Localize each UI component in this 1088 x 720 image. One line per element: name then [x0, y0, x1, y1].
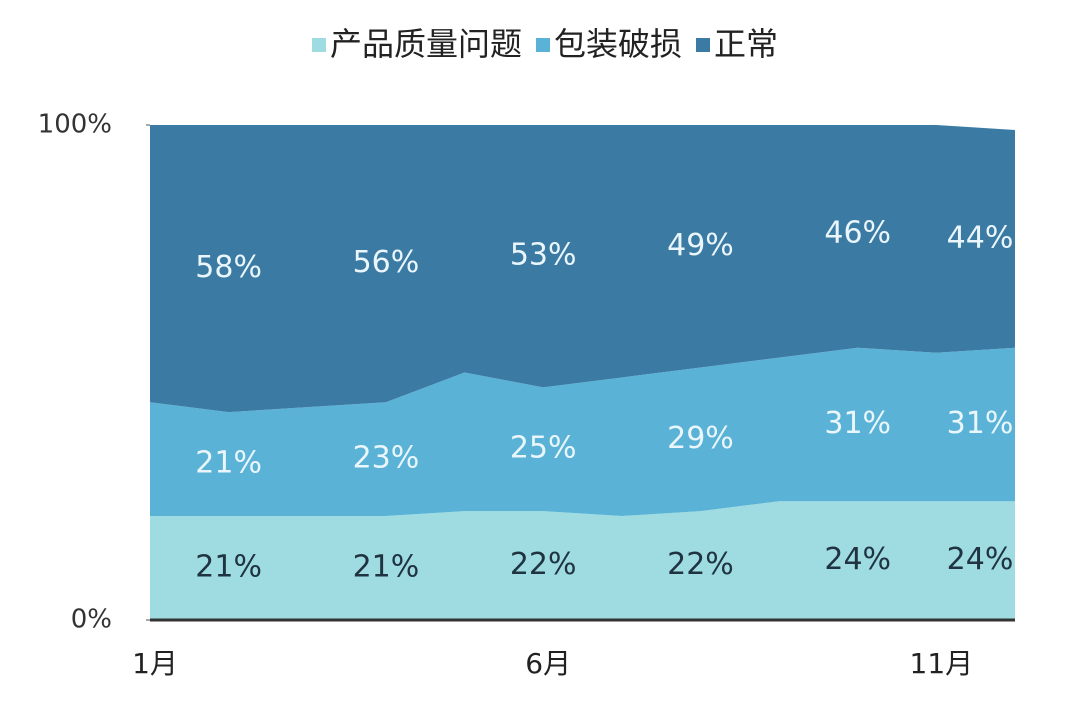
legend-swatch [311, 38, 326, 52]
data-label: 22% [667, 547, 734, 582]
data-label: 46% [824, 215, 891, 250]
legend-item: 包装破损 [535, 25, 682, 63]
legend-item: 产品质量问题 [311, 25, 522, 63]
data-label: 49% [667, 228, 734, 263]
x-tick-label: 6月 [525, 647, 571, 680]
legend-label: 包装破损 [554, 25, 682, 63]
data-label: 24% [824, 542, 891, 577]
y-tick-label: 0% [71, 605, 112, 635]
legend-swatch [535, 38, 550, 52]
legend-swatch [696, 38, 711, 52]
area [150, 125, 1015, 413]
x-tick-label: 11月 [910, 647, 974, 680]
data-label: 53% [510, 238, 577, 273]
plot-area [150, 125, 1015, 620]
legend-item: 正常 [696, 25, 778, 63]
legend-label: 产品质量问题 [330, 25, 522, 63]
y-tick-label: 100% [38, 110, 112, 140]
x-tick-label: 1月 [132, 647, 178, 680]
area [150, 347, 1015, 517]
data-label: 22% [510, 547, 577, 582]
data-label: 21% [195, 446, 262, 481]
legend: 产品质量问题 包装破损 正常 [311, 25, 778, 63]
area [150, 501, 1015, 620]
data-label: 58% [195, 250, 262, 285]
legend-label: 正常 [714, 25, 778, 63]
data-label: 25% [510, 431, 577, 466]
data-label: 56% [353, 245, 420, 280]
data-label: 23% [353, 441, 420, 476]
data-label: 29% [667, 421, 734, 456]
data-label: 21% [195, 550, 262, 585]
data-label: 21% [353, 550, 420, 585]
data-label: 31% [947, 406, 1014, 441]
data-label: 31% [824, 406, 891, 441]
data-label: 44% [947, 220, 1014, 255]
data-label: 24% [947, 542, 1014, 577]
